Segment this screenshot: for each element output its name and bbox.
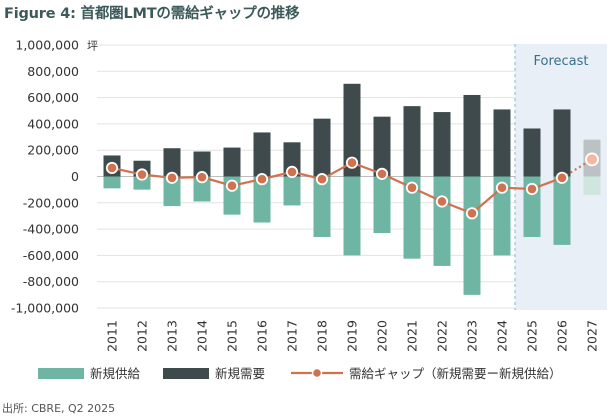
- x-tick-label: 2012: [135, 320, 150, 352]
- y-tick-label: 600,000: [27, 90, 79, 105]
- x-tick-label: 2016: [255, 320, 270, 352]
- x-tick-label: 2024: [495, 320, 510, 352]
- gap-point: [435, 195, 449, 208]
- bar-supply: [553, 176, 571, 245]
- bar-demand: [343, 83, 361, 177]
- y-tick-label: 0: [71, 169, 79, 184]
- bar-demand: [223, 147, 241, 177]
- bar-supply: [343, 176, 361, 256]
- gap-point: [555, 171, 569, 184]
- bar-demand: [493, 109, 511, 177]
- gap-point: [375, 167, 389, 180]
- x-tick-label: 2026: [555, 320, 570, 352]
- bar-supply: [373, 176, 391, 234]
- y-tick-label: 800,000: [27, 64, 79, 79]
- y-tick-label: 400,000: [27, 116, 79, 131]
- legend-swatch-demand: [163, 368, 209, 379]
- x-tick-label: 2017: [285, 320, 300, 352]
- legend-label-gap: 需給ギャップ（新規需要ー新規供給）: [349, 366, 562, 381]
- gap-line: [105, 152, 599, 220]
- bar-supply: [103, 176, 121, 189]
- gap-point: [315, 173, 329, 186]
- y-axis: 1,000,000 800,000 600,000 400,000 200,000 0 -2…: [11, 38, 98, 316]
- y-tick-label: -200,000: [23, 195, 79, 210]
- bar-supply: [433, 176, 451, 266]
- bar-demand: [253, 132, 271, 177]
- x-tick-label: 2014: [195, 320, 210, 352]
- bar-demand: [433, 112, 451, 177]
- gap-point: [525, 182, 539, 196]
- forecast-label: Forecast: [533, 54, 588, 69]
- x-tick-label: 2023: [465, 320, 480, 352]
- chart-title: Figure 4: 首都圏LMTの需給ギャップの推移: [4, 6, 300, 22]
- y-unit-label: 坪: [87, 40, 98, 53]
- legend-label-demand: 新規需要: [215, 366, 265, 381]
- bar-supply: [163, 176, 181, 207]
- bar-demand: [163, 148, 181, 177]
- gap-point: [255, 173, 269, 186]
- x-tick-label: 2022: [435, 320, 450, 352]
- bar-demand: [193, 151, 211, 177]
- legend: 新規供給 新規需要 需給ギャップ（新規需要ー新規供給）: [38, 366, 562, 381]
- bar-supply: [463, 176, 481, 295]
- gap-point: [465, 207, 479, 220]
- bar-demand: [403, 106, 421, 177]
- bar-supply: [193, 176, 211, 202]
- bar-supply: [283, 176, 301, 206]
- gap-point: [165, 171, 179, 184]
- x-axis: 2011 2012 2013 2014 2015 2016 2017 2018 2019 2020…: [105, 320, 600, 352]
- x-tick-label: 2013: [165, 320, 180, 352]
- source-note: 出所: CBRE, Q2 2025: [2, 402, 116, 415]
- y-tick-label: 200,000: [27, 143, 79, 158]
- x-tick-label: 2027: [585, 320, 600, 352]
- x-tick-label: 2025: [525, 320, 540, 352]
- bar-demand: [313, 118, 331, 177]
- bar-supply: [133, 176, 151, 190]
- gap-point: [105, 161, 119, 175]
- y-tick-label: -1,000,000: [11, 301, 79, 316]
- gap-point: [195, 171, 209, 184]
- bar-supply: [313, 176, 331, 237]
- legend-label-supply: 新規供給: [90, 366, 141, 381]
- x-tick-label: 2015: [225, 320, 240, 352]
- bar-supply: [583, 176, 601, 195]
- bar-supply: [403, 176, 421, 259]
- y-tick-label: -400,000: [23, 222, 79, 237]
- bar-demand: [463, 94, 481, 177]
- bar-demand: [373, 116, 391, 177]
- gap-point: [405, 181, 419, 194]
- x-tick-label: 2011: [105, 320, 120, 352]
- y-tick-label: -600,000: [23, 248, 79, 263]
- gap-point: [345, 156, 359, 169]
- bar-demand: [553, 109, 571, 177]
- gap-point: [285, 165, 299, 178]
- x-tick-label: 2018: [315, 320, 330, 352]
- x-tick-label: 2019: [345, 320, 360, 352]
- bar-demand: [523, 128, 541, 177]
- y-tick-label: -800,000: [23, 274, 79, 289]
- x-tick-label: 2021: [405, 320, 420, 352]
- y-tick-label: 1,000,000: [15, 38, 79, 53]
- legend-swatch-supply: [38, 368, 84, 379]
- gap-point: [585, 152, 599, 167]
- gap-series-line: [111, 161, 563, 215]
- gap-point: [495, 181, 509, 194]
- legend-swatch-gap-point: [311, 367, 323, 379]
- bar-supply: [253, 176, 271, 223]
- x-tick-label: 2020: [375, 320, 390, 352]
- gap-point: [225, 179, 239, 192]
- bar-supply: [493, 176, 511, 256]
- gap-point: [135, 168, 149, 181]
